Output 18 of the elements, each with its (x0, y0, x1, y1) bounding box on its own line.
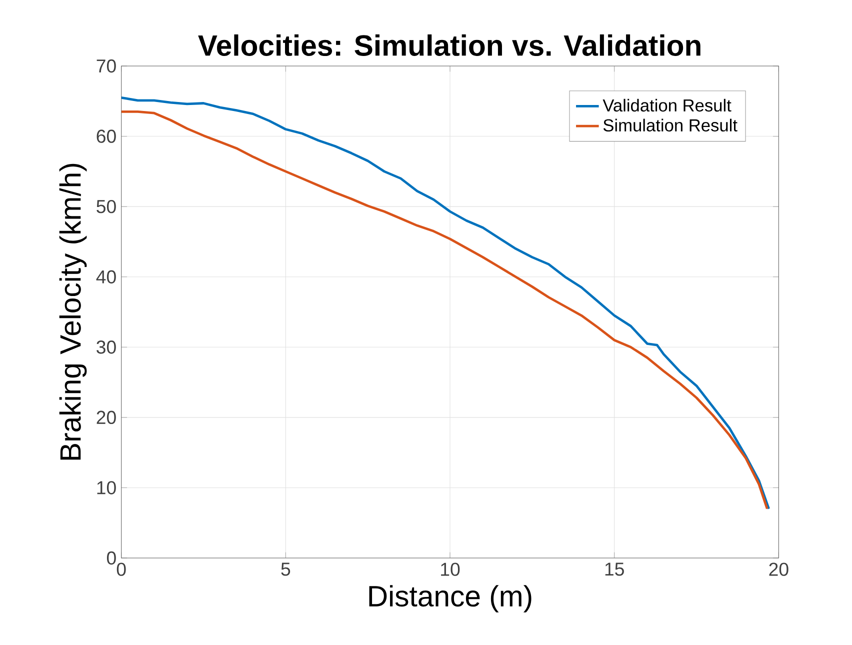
x-tick-label: 15 (605, 562, 624, 576)
legend-label: Validation Result (602, 98, 732, 112)
x-tick-label: 20 (769, 562, 788, 576)
y-tick-label: 50 (96, 200, 116, 214)
y-tick-label: 20 (96, 410, 116, 424)
legend-label: Simulation Result (603, 118, 738, 132)
y-tick-label: 70 (96, 59, 116, 72)
y-tick-label: 40 (96, 270, 116, 284)
y-tick-label: 60 (96, 130, 116, 143)
x-tick-label: 10 (441, 562, 460, 576)
y-axis-title: Braking Velocity (km/h) (59, 164, 87, 460)
y-tick-label: 10 (97, 480, 116, 494)
y-tick-label: 30 (96, 340, 116, 354)
chart-title: Velocities: Simulation vs. Validation (198, 34, 700, 56)
x-tick-label: 5 (281, 562, 290, 576)
y-tick-label: 0 (106, 551, 116, 564)
x-axis-title: Distance (m) (369, 584, 532, 612)
x-tick-label: 0 (116, 562, 126, 576)
